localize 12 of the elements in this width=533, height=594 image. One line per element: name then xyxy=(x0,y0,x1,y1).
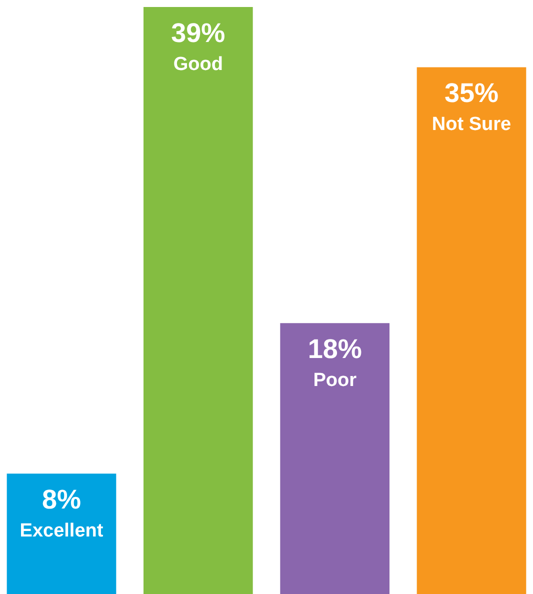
bar xyxy=(6,474,116,594)
bar xyxy=(416,67,526,594)
x-tick-label: Not Sure xyxy=(432,114,512,136)
data-label: 35% xyxy=(444,78,499,108)
bar xyxy=(144,7,253,594)
x-tick-label: Excellent xyxy=(20,520,104,542)
data-label: 18% xyxy=(308,334,362,364)
data-label: 8% xyxy=(42,484,82,515)
x-tick-label: Poor xyxy=(313,370,358,392)
bar xyxy=(280,323,390,594)
data-label: 39% xyxy=(171,18,226,48)
x-tick-label: Good xyxy=(173,54,223,75)
